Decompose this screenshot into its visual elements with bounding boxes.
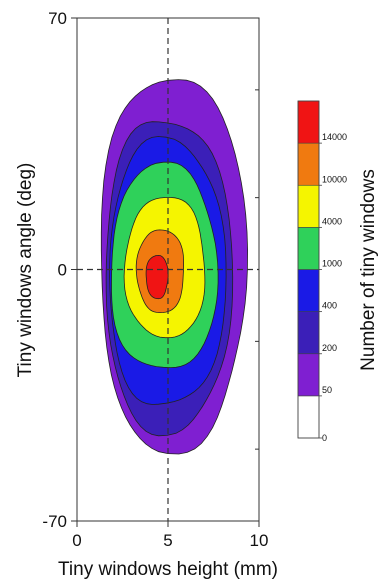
x-tick-label: 0 <box>72 531 81 550</box>
contour-region-14000 <box>145 254 169 300</box>
y-tick-label: 70 <box>48 9 67 28</box>
colorbar: 0 50 200 400 1000 4000 10000 14000 <box>297 100 347 443</box>
y-tick-label: 0 <box>58 261 67 280</box>
colorbar-band-10000 <box>297 142 320 186</box>
contour-layer <box>100 79 249 455</box>
colorbar-band-4000 <box>297 184 320 228</box>
colorbar-tick-label: 1000 <box>322 259 342 269</box>
reference-lines <box>77 18 259 521</box>
colorbar-band-0 <box>297 395 320 439</box>
axis-ticks: 0 5 10 70 0 -70 <box>42 9 268 550</box>
x-tick-label: 10 <box>250 531 269 550</box>
colorbar-tick-label: 10000 <box>322 174 347 184</box>
x-tick-label: 5 <box>163 531 172 550</box>
colorbar-tick-label: 50 <box>322 385 332 395</box>
colorbar-band-50 <box>297 353 320 397</box>
colorbar-tick-label: 0 <box>322 433 327 443</box>
colorbar-title: Number of tiny windows <box>358 169 379 371</box>
colorbar-tick-label: 200 <box>322 343 337 353</box>
x-axis-title: Tiny windows height (mm) <box>58 559 278 580</box>
colorbar-tick-label: 400 <box>322 301 337 311</box>
colorbar-band-1000 <box>297 227 320 270</box>
y-tick-label: -70 <box>42 512 67 531</box>
y-axis-title: Tiny windows angle (deg) <box>15 163 36 378</box>
colorbar-tick-label: 4000 <box>322 216 342 226</box>
colorbar-band-200 <box>297 311 320 355</box>
colorbar-band-14000 <box>297 100 320 144</box>
colorbar-tick-label: 14000 <box>322 132 347 142</box>
colorbar-band-400 <box>297 269 320 312</box>
